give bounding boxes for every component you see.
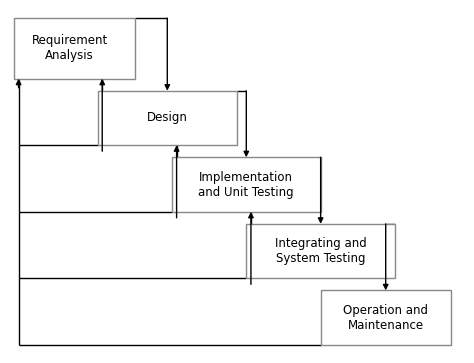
Text: Implementation
and Unit Testing: Implementation and Unit Testing <box>199 171 294 199</box>
Text: Requirement
Analysis: Requirement Analysis <box>32 34 108 62</box>
Bar <box>98 91 237 145</box>
Bar <box>172 157 320 212</box>
Text: Operation and
Maintenance: Operation and Maintenance <box>343 303 428 332</box>
Bar <box>14 18 135 79</box>
Text: Design: Design <box>147 111 188 125</box>
Text: Integrating and
System Testing: Integrating and System Testing <box>275 237 366 265</box>
Bar <box>320 290 451 345</box>
Bar <box>246 224 395 278</box>
